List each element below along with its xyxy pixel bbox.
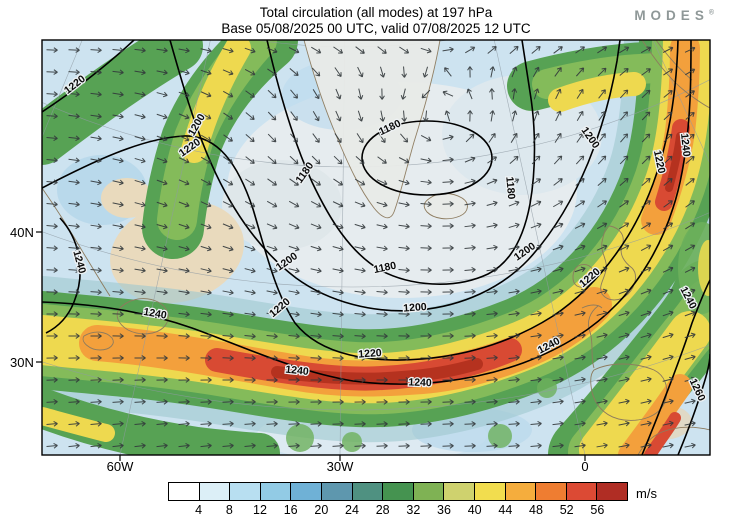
coast-labrador bbox=[42, 187, 111, 297]
colorbar-cell bbox=[351, 483, 383, 500]
lon-label-30w: 30W bbox=[326, 459, 354, 474]
colorbar-tick-label: 32 bbox=[406, 503, 421, 516]
lat-label-40n: 40N bbox=[10, 225, 34, 240]
lon-label-0: 0 bbox=[581, 459, 589, 474]
colorbar-tick-label: 20 bbox=[314, 503, 329, 516]
colorbar-cell bbox=[290, 483, 321, 500]
colorbar-cell bbox=[565, 483, 597, 500]
colorbar-cell bbox=[473, 483, 505, 500]
contour-label: 1240 bbox=[70, 249, 88, 275]
coast-iceland bbox=[423, 193, 468, 220]
colorbar-cell bbox=[169, 483, 199, 500]
lat-label-30n: 30N bbox=[10, 355, 34, 370]
colorbar-cell bbox=[504, 483, 536, 500]
colorbar-tick-label: 4 bbox=[195, 503, 203, 516]
coast-iberia bbox=[590, 363, 668, 421]
colorbar-tick-label: 12 bbox=[253, 503, 267, 516]
coast-norway-inner bbox=[655, 40, 693, 81]
colorbar-tick-label: 48 bbox=[529, 503, 543, 516]
chart-subtitle: Base 05/08/2025 00 UTC, valid 07/08/2025… bbox=[221, 21, 531, 36]
colorbar-cell bbox=[259, 483, 291, 500]
contour-1220-main bbox=[42, 40, 679, 361]
coast-ireland bbox=[572, 264, 595, 288]
contour-1200 bbox=[169, 40, 621, 312]
contour-label: 1180 bbox=[503, 176, 517, 200]
colorbar-cell bbox=[198, 483, 230, 500]
wind-arrows bbox=[46, 45, 696, 449]
coast-brittany bbox=[581, 304, 603, 309]
colorbar-cell bbox=[320, 483, 352, 500]
registered-trademark-icon: ® bbox=[708, 9, 714, 17]
coast-nova-scotia bbox=[82, 331, 114, 351]
axis-ticks bbox=[36, 231, 586, 461]
colorbar-tick-label: 44 bbox=[498, 503, 513, 516]
height-contours bbox=[42, 40, 710, 455]
modes-logo-text: MODES bbox=[634, 8, 709, 23]
coast-newfoundland bbox=[116, 298, 169, 335]
colorbar-tick-label: 40 bbox=[467, 503, 482, 516]
coastlines bbox=[42, 40, 710, 455]
colorbar-cell bbox=[382, 483, 413, 500]
contour-label: 1200 bbox=[403, 301, 427, 315]
contour-label: 1240 bbox=[142, 306, 167, 322]
colorbar-tick-label: 8 bbox=[225, 503, 233, 516]
contour-label: 1240 bbox=[678, 133, 692, 158]
colorbar-cell bbox=[443, 483, 474, 500]
modes-logo: MODES® bbox=[634, 8, 714, 23]
colorbar-tick-labels: 4 8 12 16 20 24 28 32 36 40 44 48 52 56 bbox=[168, 503, 628, 516]
colorbar-tick-label: 28 bbox=[375, 503, 390, 516]
chart-title: Total circulation (all modes) at 197 hPa bbox=[259, 5, 493, 20]
coast-norway bbox=[641, 40, 710, 109]
colorbar-cell bbox=[535, 483, 566, 500]
contour-1220-corner bbox=[42, 40, 135, 113]
coast-france bbox=[587, 305, 599, 369]
coast-uk bbox=[600, 225, 636, 301]
colorbar-cell bbox=[412, 483, 444, 500]
contour-label: 1240 bbox=[285, 364, 310, 378]
colorbar-tick-label: 56 bbox=[590, 503, 605, 516]
contour-label: 1220 bbox=[651, 149, 668, 174]
contour-1240-main bbox=[42, 40, 692, 385]
lon-label-60w: 60W bbox=[106, 459, 134, 474]
coast-greenland bbox=[303, 40, 441, 219]
colorbar bbox=[168, 482, 628, 501]
colorbar-tick-label: 24 bbox=[345, 503, 359, 516]
contour-1240-west bbox=[45, 217, 81, 334]
colorbar-cell bbox=[596, 483, 627, 500]
contour-label: 1240 bbox=[408, 376, 432, 389]
colorbar-cell bbox=[229, 483, 260, 500]
contour-1180-inner bbox=[361, 120, 493, 196]
contour-1240-southeast bbox=[641, 279, 710, 455]
colorbar-tick-label: 36 bbox=[437, 503, 451, 516]
map-canvas: 1220120012201180118011801180120012001200… bbox=[36, 39, 711, 461]
colorbar-unit: m/s bbox=[636, 486, 657, 501]
map-frame bbox=[41, 39, 711, 456]
contour-1180-outer bbox=[266, 40, 536, 285]
colorbar-tick-label: 52 bbox=[559, 503, 574, 516]
colorbar-tick-label: 16 bbox=[283, 503, 298, 516]
contour-label: 1220 bbox=[358, 347, 382, 361]
